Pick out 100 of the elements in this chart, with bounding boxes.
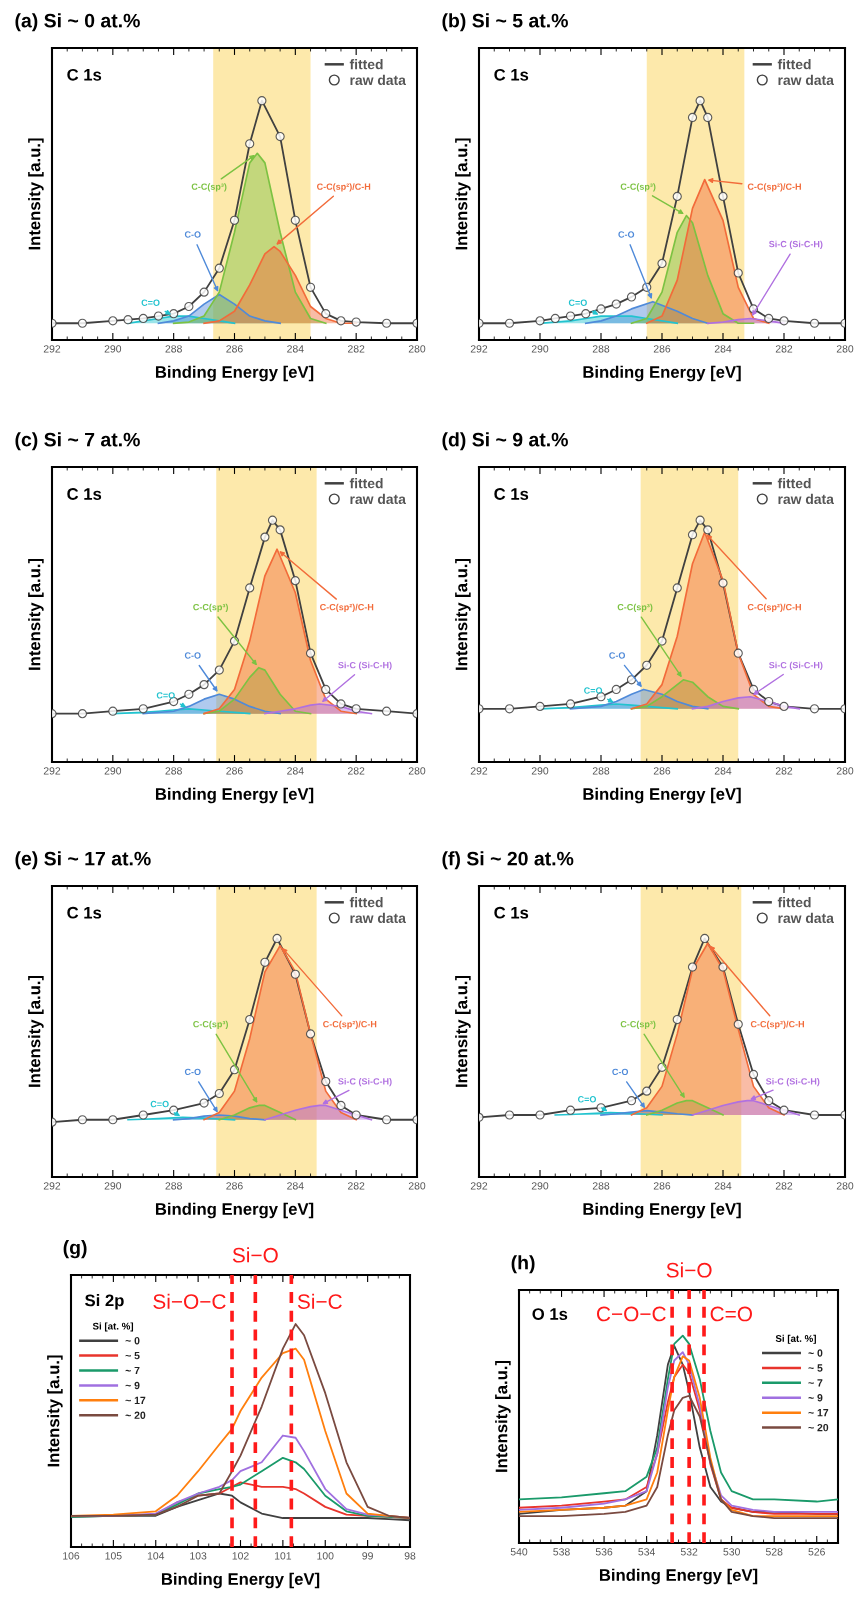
x-tick-label: 282 (775, 1182, 793, 1190)
x-tick-label: 292 (43, 1182, 61, 1190)
x-tick-label: 528 (765, 1548, 783, 1556)
text: C-C(sp²)/C-H (317, 183, 371, 192)
x-tick-label: 286 (226, 1182, 243, 1190)
x-tick-label: 286 (653, 345, 671, 353)
x-tick-label: 99 (362, 1552, 373, 1560)
text: C-O (618, 231, 635, 238)
text: C 1s (494, 906, 529, 919)
x-tick-label: 536 (595, 1548, 613, 1556)
series-label: C-C(sp²)/C-H (323, 1020, 377, 1030)
chart-title: (c) Si ~ 7 at.% (15, 432, 140, 451)
legend-label: raw data (350, 912, 406, 924)
x-tick-label: 288 (592, 767, 610, 775)
series-label: C-C(sp³) (191, 183, 227, 192)
x-axis-title: Binding Energy [eV] (155, 787, 314, 804)
ref-line-label: Si−O−C (153, 1293, 226, 1309)
x-tick-label: 282 (348, 1182, 365, 1190)
x-tick-label: 280 (408, 767, 426, 775)
series-label: C=O (150, 1100, 169, 1108)
x-tick-label: 290 (531, 767, 549, 775)
text: C-C(sp³) (193, 603, 228, 613)
text: C 1s (67, 68, 102, 81)
ref-line-label: Si−C (297, 1293, 342, 1309)
text: C-C(sp³) (193, 1020, 228, 1030)
x-tick-label: 292 (470, 1182, 488, 1190)
legend-label: ~ 20 (808, 1423, 829, 1432)
x-tick-label: 288 (165, 345, 182, 353)
series-label: C=O (156, 692, 175, 699)
y-axis-title: Intensity [a.u.] (495, 1360, 511, 1472)
legend-label: raw data (778, 493, 834, 505)
x-tick-label: 288 (592, 345, 610, 353)
text: C-O (184, 1068, 201, 1076)
ref-line-label: C=O (710, 1306, 752, 1322)
x-axis-title: Binding Energy [eV] (161, 1572, 320, 1589)
x-tick-label: 534 (638, 1548, 655, 1556)
text: C-C(sp²)/C-H (320, 603, 374, 613)
y-axis-title: Intensity [a.u.] (455, 558, 471, 670)
series-label: Si-C (Si-C-H) (765, 1077, 820, 1087)
chart-title: (h) (511, 1255, 535, 1274)
text: C 1s (67, 488, 102, 500)
text: C 1s (494, 488, 529, 500)
x-axis-title: Binding Energy [eV] (599, 1568, 758, 1585)
x-tick-label: 282 (348, 767, 365, 775)
y-axis-title: Intensity [a.u.] (47, 1355, 63, 1467)
chart-title: (a) Si ~ 0 at.% (15, 13, 140, 32)
x-axis-title: Binding Energy [eV] (155, 365, 314, 382)
x-tick-label: 290 (104, 767, 122, 775)
legend-label: ~ 17 (125, 1396, 146, 1404)
x-tick-label: 282 (775, 767, 793, 775)
x-tick-label: 284 (287, 345, 304, 353)
text: C 1s (494, 68, 529, 81)
x-tick-label: 280 (836, 767, 854, 775)
legend-label: fitted (349, 59, 383, 70)
x-tick-label: 290 (531, 345, 549, 353)
x-tick-label: 540 (510, 1548, 528, 1556)
legend-label: ~ 9 (125, 1381, 140, 1390)
text: C-O (184, 652, 201, 659)
x-tick-label: 103 (190, 1552, 207, 1560)
ref-line-label: Si−O (666, 1262, 712, 1278)
x-tick-label: 292 (470, 345, 488, 353)
legend-title: Si [at. %] (92, 1322, 134, 1332)
x-tick-label: 101 (274, 1552, 292, 1560)
legend-label: ~ 5 (808, 1364, 823, 1372)
chart-title: (e) Si ~ 17 at.% (15, 851, 151, 870)
text: C-C(sp³) (620, 183, 656, 192)
legend-label: raw data (778, 912, 834, 924)
legend-label: C-C(sp²)/C-H (747, 183, 801, 192)
y-axis-title: Intensity [a.u.] (28, 558, 44, 670)
text: C-O (184, 231, 201, 238)
x-tick-label: 282 (348, 345, 365, 353)
x-tick-label: 284 (714, 767, 732, 775)
x-tick-label: 292 (470, 767, 488, 775)
series-label: C=O (568, 299, 587, 306)
legend-label: ~ 9 (808, 1394, 823, 1402)
x-tick-label: 286 (653, 1182, 671, 1190)
series-label: C=O (141, 299, 160, 306)
text: Si 2p (85, 1294, 124, 1310)
legend-label: raw data (778, 74, 834, 86)
x-tick-label: 284 (714, 345, 732, 353)
x-tick-label: 98 (404, 1552, 416, 1560)
y-axis-title: Intensity [a.u.] (455, 138, 471, 250)
chart-title: (b) Si ~ 5 at.% (442, 13, 568, 32)
x-tick-label: 292 (43, 767, 61, 775)
legend-label: ~ 7 (808, 1379, 823, 1387)
legend-label: ~ 7 (125, 1366, 140, 1375)
text: C 1s (67, 906, 102, 919)
legend-label: fitted (349, 897, 383, 908)
x-tick-label: 280 (408, 1182, 426, 1190)
x-axis-title: Binding Energy [eV] (583, 1202, 741, 1219)
x-tick-label: 288 (592, 1182, 610, 1190)
text: C-C(sp³) (617, 603, 653, 613)
text: Si-C (Si-C-H) (769, 661, 823, 671)
x-tick-label: 284 (287, 1182, 304, 1190)
x-tick-label: 288 (165, 767, 182, 775)
x-tick-label: 280 (836, 1182, 854, 1190)
text: O 1s (532, 1308, 568, 1320)
ref-line-label: Si−O (232, 1247, 278, 1263)
series-label: C=O (577, 1096, 597, 1103)
series-label: C-C(sp²)/C-H (747, 603, 801, 613)
